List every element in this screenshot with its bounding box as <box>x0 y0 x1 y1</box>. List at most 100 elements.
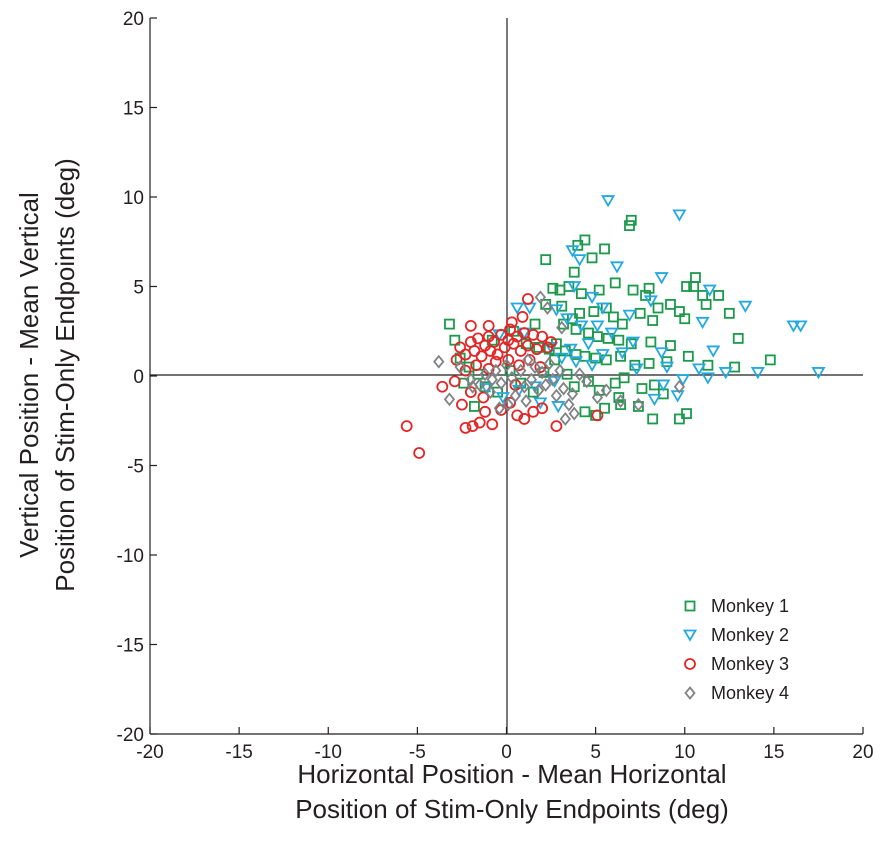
data-point <box>466 379 479 394</box>
data-point <box>634 307 646 319</box>
data-point <box>550 420 563 433</box>
data-point <box>647 315 659 326</box>
data-point <box>681 408 692 419</box>
data-point <box>614 394 627 408</box>
data-point <box>521 293 534 305</box>
data-point <box>509 388 522 403</box>
data-point <box>595 349 610 362</box>
data-point <box>665 340 676 351</box>
data-point <box>536 330 549 343</box>
data-point <box>575 288 587 300</box>
series-4 <box>433 290 686 426</box>
data-point <box>449 334 461 346</box>
data-point <box>516 311 529 323</box>
data-point <box>702 284 717 297</box>
legend-marker <box>684 686 696 700</box>
data-point <box>568 406 580 421</box>
data-point <box>443 392 456 407</box>
y-tick-label: -10 <box>117 546 144 567</box>
data-point <box>523 353 536 366</box>
data-point <box>520 338 532 350</box>
data-point <box>615 347 630 360</box>
data-point <box>591 409 604 422</box>
data-point <box>793 320 808 333</box>
data-point <box>486 418 499 431</box>
legend-marker <box>682 629 698 642</box>
data-point <box>654 347 669 360</box>
data-point <box>615 399 626 411</box>
data-point <box>811 367 826 380</box>
data-point <box>554 363 566 378</box>
data-point <box>550 388 563 403</box>
data-point <box>643 282 655 294</box>
data-point <box>500 358 513 373</box>
data-point <box>593 284 605 296</box>
data-point <box>591 390 604 405</box>
data-point <box>522 352 534 367</box>
data-point <box>413 447 426 459</box>
data-point <box>659 361 674 374</box>
data-point <box>688 281 700 292</box>
data-point <box>469 401 480 412</box>
data-point <box>601 195 616 208</box>
data-point <box>557 381 570 396</box>
data-point <box>534 361 547 373</box>
data-point <box>609 277 621 289</box>
data-point <box>482 319 495 332</box>
data-point <box>486 334 498 346</box>
data-point <box>618 372 630 384</box>
data-point <box>588 306 600 317</box>
data-point <box>572 254 587 267</box>
data-point <box>750 367 765 380</box>
data-point <box>543 356 555 371</box>
data-point <box>488 336 500 348</box>
data-point <box>672 209 687 222</box>
data-point <box>567 281 582 294</box>
data-point <box>649 379 660 391</box>
data-point <box>507 337 520 350</box>
data-point <box>518 413 531 425</box>
data-point <box>679 313 691 325</box>
legend: Monkey 1 Monkey 2 Monkey 3 Monkey 4 <box>682 596 789 703</box>
data-point <box>525 372 538 387</box>
data-point <box>560 313 575 326</box>
data-point <box>700 372 715 385</box>
x-axis-title-line-1: Horizontal Position - Mean Horizontal <box>297 759 726 789</box>
data-point <box>400 420 413 433</box>
data-point <box>645 336 657 348</box>
data-point <box>502 397 514 412</box>
series-3 <box>400 293 604 459</box>
data-point <box>665 298 676 310</box>
data-point <box>534 290 547 305</box>
data-point <box>495 392 510 405</box>
data-point <box>609 261 625 274</box>
data-point <box>472 332 484 345</box>
data-point <box>563 343 578 356</box>
data-point <box>515 363 527 378</box>
data-point <box>581 374 593 389</box>
data-point <box>547 372 559 387</box>
y-tick-label: 5 <box>133 278 144 299</box>
data-point <box>786 320 801 333</box>
data-point <box>493 401 506 416</box>
x-tick-label: 10 <box>674 742 695 763</box>
x-tick-label: -15 <box>225 742 252 763</box>
data-point <box>566 386 579 401</box>
data-point <box>584 359 600 373</box>
data-point <box>643 295 658 308</box>
data-point <box>549 304 564 317</box>
data-point <box>464 386 477 399</box>
data-point <box>652 302 664 314</box>
data-point <box>600 383 612 398</box>
data-point <box>723 307 735 319</box>
data-point <box>547 282 559 294</box>
data-point <box>456 398 468 411</box>
x-axis-title-line-2: Position of Stim-Only Endpoints (deg) <box>295 794 729 824</box>
data-point <box>454 360 466 374</box>
legend-marker <box>684 658 696 670</box>
data-point <box>530 343 543 356</box>
data-point <box>636 383 648 394</box>
data-point <box>691 363 707 376</box>
data-point <box>579 406 591 418</box>
